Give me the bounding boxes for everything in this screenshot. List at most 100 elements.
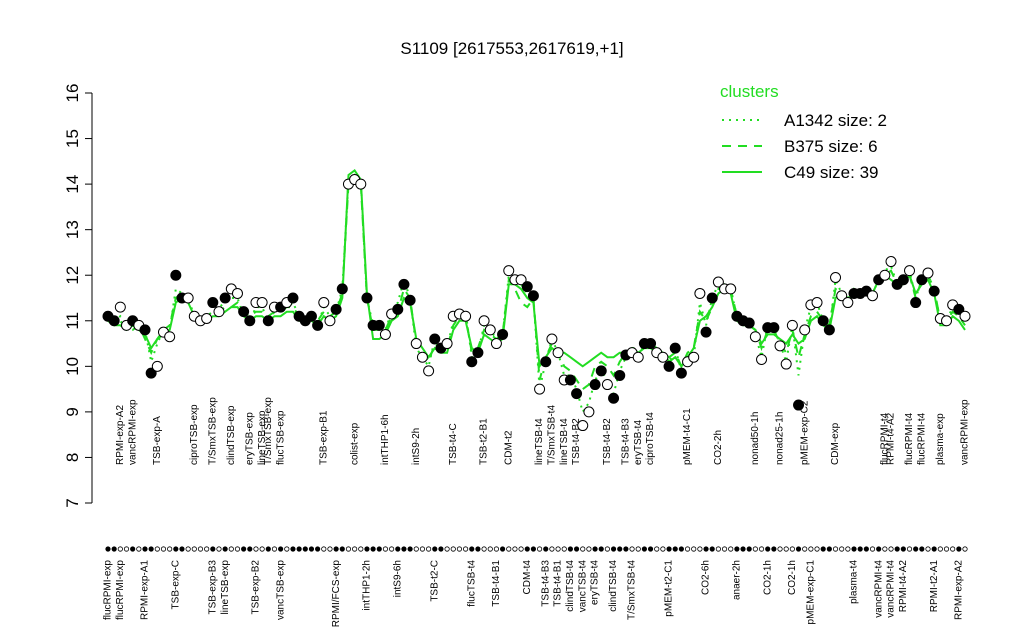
sample-point — [373, 319, 385, 331]
sample-dot — [432, 546, 438, 552]
sample-point — [441, 338, 453, 350]
sample-dot — [191, 546, 197, 552]
sample-point — [879, 269, 891, 281]
cluster-line — [107, 168, 966, 370]
sample-label-bottom: vancRPMI-t4 — [873, 560, 884, 618]
sample-dot — [197, 546, 204, 552]
sample-label-bottom: T/SmxTSB-t4 — [627, 560, 638, 620]
sample-point — [725, 283, 737, 295]
sample-label-bottom: anaer-2h — [732, 560, 743, 600]
sample-dot — [111, 546, 117, 552]
sample-dot — [327, 546, 333, 552]
sample-dot — [678, 546, 684, 552]
sample-dot — [857, 546, 863, 552]
sample-label-bottom: TSB-t4-B1 — [491, 560, 502, 607]
sample-label-top: TSB-t4-B2 — [602, 418, 613, 465]
sample-point — [786, 319, 798, 331]
sample-dot — [290, 546, 296, 552]
sample-dot — [444, 546, 450, 552]
sample-label-top: RPMI-t4-A2 — [886, 412, 897, 465]
sample-point — [836, 290, 848, 302]
sample-point — [675, 367, 687, 379]
sample-dot — [234, 546, 241, 552]
sample-dot — [247, 546, 253, 552]
sample-point — [608, 392, 620, 404]
sample-label-bottom: intS9-6h — [392, 560, 403, 597]
sample-dot — [136, 546, 142, 552]
legend-label: C49 size: 39 — [784, 163, 879, 182]
sample-point — [139, 324, 151, 336]
sample-dot — [487, 546, 493, 552]
sample-point — [552, 347, 564, 359]
y-tick-label: 16 — [63, 84, 82, 103]
sample-point — [170, 269, 182, 281]
sample-dot — [345, 546, 352, 552]
sample-point — [756, 354, 768, 365]
sample-point — [355, 178, 367, 190]
sample-point — [546, 333, 558, 345]
sample-dot — [339, 546, 345, 552]
sample-dot — [826, 546, 832, 552]
sample-point — [213, 306, 225, 318]
sample-dot — [358, 546, 364, 552]
sample-label-bottom: pMEM-t2-C1 — [664, 560, 675, 617]
sample-point — [595, 365, 607, 377]
sample-label-top: nonad25-1h — [775, 412, 786, 465]
sample-label-bottom: CO2-6h — [701, 560, 712, 595]
sample-point — [749, 331, 761, 343]
sample-point — [515, 274, 527, 286]
sample-label-top: ciproTSB-exp — [189, 404, 200, 465]
sample-dot — [518, 546, 524, 552]
sample-dot — [703, 546, 709, 552]
sample-label-top: lineTSB-exp — [257, 410, 268, 465]
sample-dot — [419, 546, 426, 552]
sample-dot — [222, 546, 228, 552]
sample-point — [768, 322, 780, 334]
sample-point — [830, 272, 842, 283]
sample-label-top: CDM-exp — [830, 422, 841, 465]
sample-dot — [228, 546, 234, 552]
sample-label-bottom: CO2-1h — [787, 560, 798, 595]
y-tick-label: 14 — [63, 175, 82, 194]
sample-point — [774, 340, 786, 352]
sample-point — [842, 297, 854, 309]
sample-dot — [851, 546, 857, 552]
sample-dot — [167, 546, 173, 552]
sample-label-bottom: eryTSB-t4 — [590, 560, 601, 605]
sample-dot — [937, 546, 943, 552]
sample-point — [904, 265, 916, 277]
sample-point — [244, 315, 256, 327]
chart-title: S1109 [2617553,2617619,+1] — [400, 39, 623, 58]
sample-point — [885, 256, 897, 268]
sample-dot — [376, 546, 382, 552]
sample-dot — [142, 546, 148, 552]
sample-dot — [795, 546, 802, 552]
sample-dot — [536, 546, 543, 552]
sample-point — [305, 310, 317, 322]
sample-label-top: T/SmxTSB-exp — [207, 397, 218, 465]
sample-point — [416, 351, 428, 363]
sample-dot — [604, 546, 611, 552]
sample-point — [712, 276, 724, 288]
sample-dot — [259, 546, 265, 552]
sample-dot — [629, 546, 635, 552]
sample-dot — [524, 546, 530, 552]
sample-dot — [413, 546, 419, 552]
sample-dot — [943, 546, 950, 552]
sample-point — [959, 310, 971, 322]
sample-dot — [709, 546, 715, 552]
sample-label-top: TSB-t4-B3 — [621, 418, 632, 465]
sample-point — [521, 281, 533, 293]
sample-label-bottom: clindTSB-t4 — [565, 560, 576, 612]
sample-point — [823, 324, 835, 336]
sample-dot — [814, 546, 820, 552]
sample-label-top: colist-exp — [349, 422, 360, 465]
sample-point — [219, 292, 231, 304]
sample-dot — [302, 546, 308, 552]
sample-point — [423, 365, 435, 377]
sample-point — [318, 297, 330, 309]
sample-label-bottom: flucRPMI-exp — [115, 560, 126, 620]
sample-point — [694, 287, 706, 299]
sample-dot — [888, 546, 894, 552]
